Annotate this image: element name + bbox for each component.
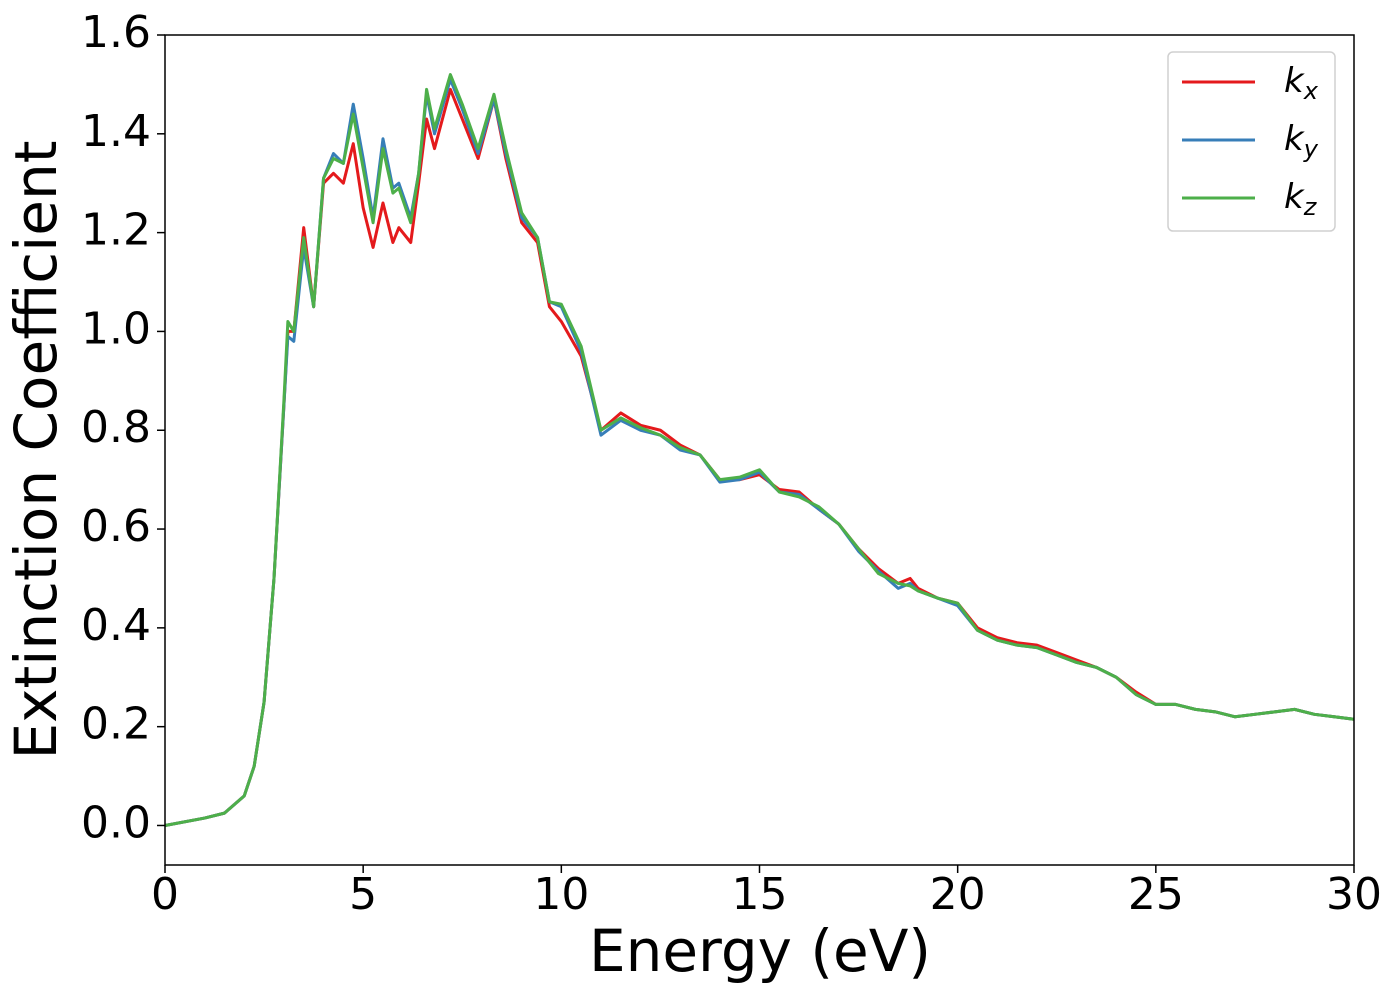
y-tick-label: 1.6 (81, 7, 151, 58)
legend-label: ky (1284, 119, 1319, 164)
y-tick-label: 1.0 (81, 303, 151, 354)
y-tick-label: 1.4 (81, 106, 151, 157)
y-tick-label: 0.6 (81, 501, 151, 552)
y-axis-label: Extinction Coefficient (2, 141, 70, 760)
x-tick-label: 0 (151, 869, 179, 920)
legend-label: kz (1284, 177, 1318, 222)
x-tick-label: 15 (732, 869, 788, 920)
y-tick-label: 0.2 (81, 699, 151, 750)
x-axis-label: Energy (eV) (589, 917, 931, 985)
x-tick-label: 25 (1128, 869, 1184, 920)
y-tick-label: 0.8 (81, 402, 151, 453)
x-tick-label: 10 (533, 869, 589, 920)
legend: kx ky kz (1167, 51, 1336, 232)
x-tick-label: 30 (1326, 869, 1382, 920)
x-tick-label: 20 (930, 869, 986, 920)
legend-label: kx (1284, 61, 1319, 106)
y-tick-label: 1.2 (81, 205, 151, 256)
y-tick-label: 0.0 (81, 797, 151, 848)
x-tick-label: 5 (349, 869, 377, 920)
plot-frame (164, 34, 1355, 866)
line-series (164, 73, 1355, 827)
y-tick-label: 0.4 (81, 600, 151, 651)
